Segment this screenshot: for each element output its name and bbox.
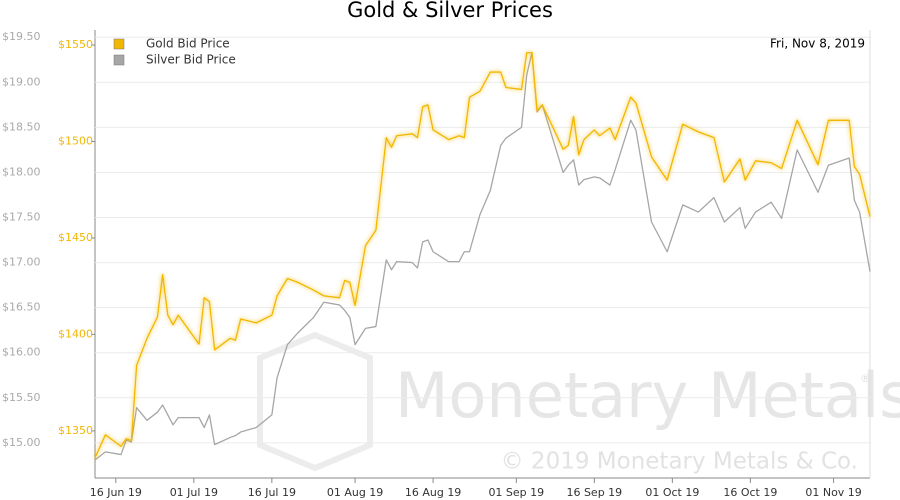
x-tick-label: 01 Oct 19	[645, 486, 699, 499]
y2-tick-label: $1400	[58, 327, 93, 340]
y-tick-label: $16.00	[2, 346, 41, 359]
y-tick-label: $15.00	[2, 436, 41, 449]
y2-tick-label: $1350	[58, 424, 93, 437]
y-tick-label: $15.50	[2, 391, 41, 404]
series-line	[94, 52, 871, 459]
legend-label[interactable]: Silver Bid Price	[146, 53, 236, 67]
y-tick-label: $19.50	[2, 30, 41, 43]
x-tick-label: 16 Aug 19	[405, 486, 461, 499]
legend-swatch[interactable]	[113, 54, 125, 66]
watermark-mark: ®	[860, 372, 871, 385]
y-tick-label: $17.50	[2, 210, 41, 223]
watermark-logo	[257, 331, 373, 472]
y-tick-label: $18.00	[2, 165, 41, 178]
series-line	[94, 51, 871, 461]
x-tick-label: 16 Jul 19	[248, 486, 296, 499]
legend-swatch[interactable]	[113, 38, 125, 50]
x-tick-label: 01 Aug 19	[327, 486, 383, 499]
x-tick-label: 01 Jul 19	[170, 486, 218, 499]
x-tick-label: 01 Sep 19	[488, 486, 544, 499]
y2-tick-label: $1550	[58, 38, 93, 51]
y2-tick-label: $1450	[58, 231, 93, 244]
legend-label[interactable]: Gold Bid Price	[146, 37, 230, 51]
y-tick-label: $17.00	[2, 256, 41, 269]
x-tick-label: 01 Nov 19	[805, 486, 861, 499]
y-tick-label: $18.50	[2, 120, 41, 133]
watermark: Monetary Metals ® © 2019 Monetary Metals…	[257, 331, 900, 475]
date-label: Fri, Nov 8, 2019	[770, 37, 865, 51]
y2-tick-label: $1500	[58, 135, 93, 148]
x-tick-label: 16 Jun 19	[90, 486, 142, 499]
x-tick-label: 16 Oct 19	[723, 486, 777, 499]
watermark-text: Monetary Metals	[395, 359, 900, 432]
chart-title: Gold & Silver Prices	[347, 0, 553, 22]
y-tick-label: $19.00	[2, 75, 41, 88]
watermark-copyright: © 2019 Monetary Metals & Co.	[501, 449, 858, 475]
y-tick-label: $16.50	[2, 301, 41, 314]
x-tick-label: 16 Sep 19	[566, 486, 622, 499]
